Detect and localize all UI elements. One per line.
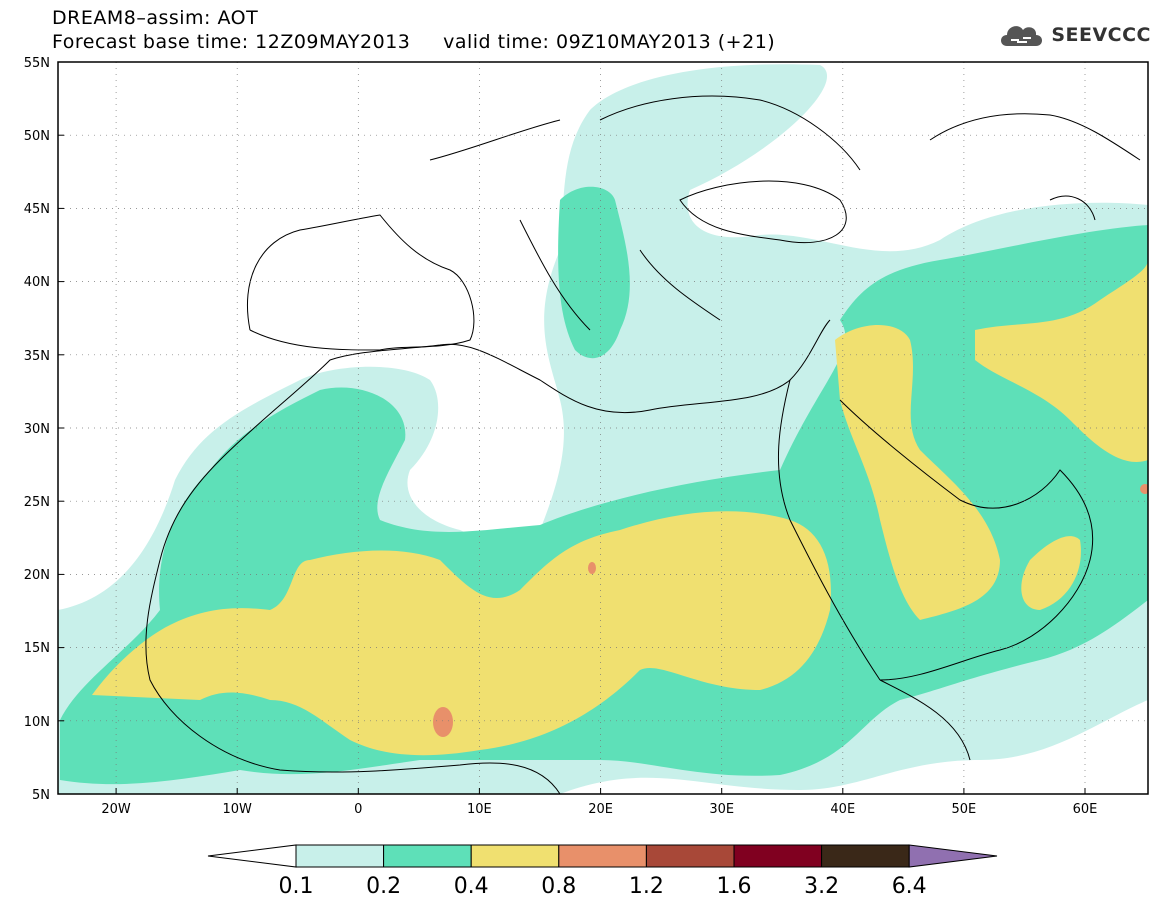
lat-label: 50N	[24, 129, 50, 144]
lon-labels: 20W 10W 0 10E 20E 30E 40E 50E 60E	[101, 802, 1097, 817]
aot-field	[58, 62, 1148, 794]
colorbar-low-arrow	[207, 844, 297, 868]
colorbar-segment	[295, 844, 385, 868]
graticule	[58, 62, 1148, 794]
lon-label: 20E	[588, 802, 613, 817]
lat-label: 45N	[24, 202, 50, 217]
coastlines	[145, 95, 1141, 794]
colorbar-segment	[383, 844, 472, 868]
lat-labels: 55N 50N 45N 40N 35N 30N 25N 20N 15N 10N …	[24, 56, 50, 803]
lon-label: 40E	[830, 802, 855, 817]
lat-label: 5N	[32, 788, 50, 803]
lon-label: 30E	[709, 802, 734, 817]
colorbar: 0.1 0.2 0.4 0.8 1.2 1.6 3.2 6.4	[207, 844, 998, 899]
colorbar-segment	[821, 844, 910, 868]
lat-label: 25N	[24, 495, 50, 510]
colorbar-high-arrow	[908, 844, 998, 868]
colorbar-segment	[645, 844, 735, 868]
aot-region-0.4-iran	[975, 260, 1148, 462]
map-subtitle: Forecast base time: 12Z09MAY2013 valid t…	[52, 31, 776, 53]
map-title: DREAM8–assim: AOT	[52, 7, 259, 29]
aot-region-0.4	[92, 511, 831, 756]
lon-label: 60E	[1073, 802, 1098, 817]
colorbar-segment	[558, 844, 647, 868]
colorbar-label: 6.4	[892, 874, 927, 899]
lat-label: 40N	[24, 275, 50, 290]
colorbar-label: 0.1	[279, 874, 314, 899]
colorbar-label: 3.2	[804, 874, 839, 899]
aot-region-0.4-arabia	[835, 325, 1000, 620]
colorbar-label: 1.2	[629, 874, 664, 899]
lat-label: 15N	[24, 641, 50, 656]
aot-region-0.4-oman	[1021, 536, 1081, 610]
lat-label: 20N	[24, 568, 50, 583]
colorbar-segment	[733, 844, 823, 868]
lon-label: 20W	[101, 802, 131, 817]
lon-label: 0	[354, 802, 362, 817]
seevccc-logo: SEEVCCC	[997, 20, 1151, 50]
aot-region-0.8-chad	[588, 562, 596, 574]
logo-text: SEEVCCC	[1051, 24, 1151, 46]
colorbar-label: 0.2	[366, 874, 401, 899]
cloud-icon	[1001, 26, 1043, 46]
lat-label: 30N	[24, 422, 50, 437]
colorbar-label: 0.8	[541, 874, 576, 899]
lon-label: 10W	[222, 802, 252, 817]
lat-label: 55N	[24, 56, 50, 71]
colorbar-label: 1.6	[717, 874, 752, 899]
colorbar-segment	[470, 844, 560, 868]
lon-label: 50E	[952, 802, 977, 817]
lat-label: 10N	[24, 715, 50, 730]
lat-label: 35N	[24, 349, 50, 364]
aot-region-0.8-east	[1140, 484, 1148, 494]
colorbar-label: 0.4	[454, 874, 489, 899]
tick-marks	[58, 61, 1086, 794]
aot-region-0.2-balkans	[558, 186, 630, 359]
aot-region-0.8-nigeria	[433, 707, 453, 737]
lon-label: 10E	[467, 802, 492, 817]
